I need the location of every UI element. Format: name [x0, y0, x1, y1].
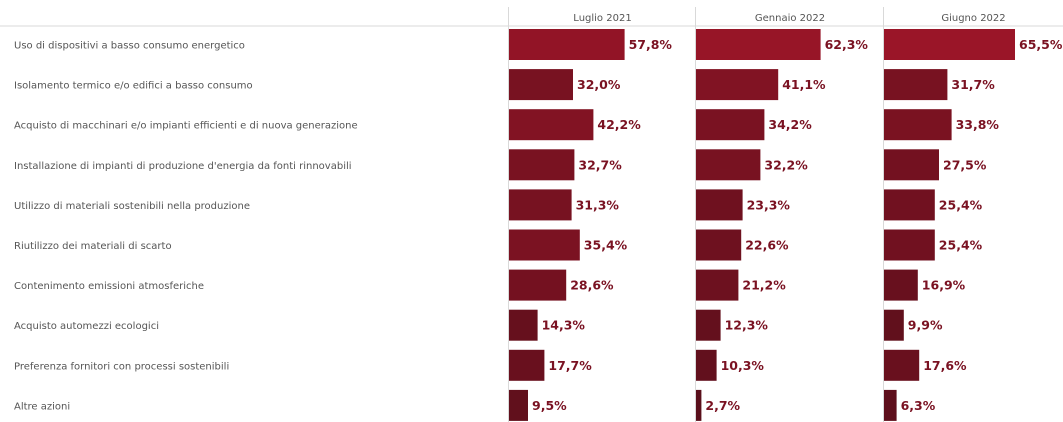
bar — [696, 349, 717, 381]
bar — [884, 309, 904, 341]
category-label: Isolamento termico e/o edifici a basso c… — [14, 81, 253, 92]
bar — [884, 69, 948, 101]
category-label: Riutilizzo dei materiali di scarto — [14, 241, 172, 252]
data-label: 33,8% — [956, 117, 1000, 132]
category-label: Utilizzo di materiali sostenibili nella … — [14, 201, 250, 212]
data-label: 6,3% — [901, 398, 936, 413]
data-label: 23,3% — [747, 197, 791, 212]
data-label: 41,1% — [782, 77, 826, 92]
data-label: 2,7% — [705, 398, 740, 413]
category-label: Preferenza fornitori con processi sosten… — [14, 361, 229, 372]
bar — [696, 109, 765, 141]
category-label: Uso di dispositivi a basso consumo energ… — [14, 41, 245, 52]
data-label: 17,7% — [548, 358, 592, 373]
data-label: 32,2% — [764, 157, 808, 172]
data-label: 14,3% — [542, 318, 586, 333]
bar — [884, 229, 935, 261]
data-label: 32,7% — [578, 157, 622, 172]
data-label: 35,4% — [584, 238, 628, 253]
bar — [696, 29, 821, 60]
category-label: Contenimento emissioni atmosferiche — [14, 281, 204, 292]
bar — [884, 269, 918, 301]
data-label: 17,6% — [923, 358, 967, 373]
data-label: 28,6% — [570, 278, 614, 293]
data-label: 31,3% — [576, 197, 620, 212]
data-label: 9,9% — [908, 318, 943, 333]
data-label: 22,6% — [745, 238, 789, 253]
bar — [509, 189, 572, 221]
bar — [509, 109, 594, 141]
bar — [696, 149, 761, 181]
bar — [884, 349, 920, 381]
data-label: 16,9% — [922, 278, 966, 293]
series-header-1: Luglio 2021 — [573, 13, 631, 24]
data-label: 27,5% — [943, 157, 987, 172]
data-label: 25,4% — [939, 238, 983, 253]
bar — [884, 29, 1015, 60]
bar — [696, 69, 779, 101]
data-label: 25,4% — [939, 197, 983, 212]
bar — [509, 389, 528, 421]
category-label: Acquisto di macchinari e/o impianti effi… — [14, 121, 358, 132]
data-label: 10,3% — [721, 358, 765, 373]
data-label: 21,2% — [742, 278, 786, 293]
bar — [509, 69, 573, 101]
data-label: 65,5% — [1019, 37, 1063, 52]
bar — [884, 149, 939, 181]
bar — [509, 149, 575, 181]
bar — [884, 109, 952, 141]
bar — [696, 389, 702, 421]
category-label: Installazione di impianti di produzione … — [14, 161, 352, 172]
bar — [696, 189, 743, 221]
bar — [884, 389, 897, 421]
bar — [509, 29, 625, 60]
bar — [696, 269, 739, 301]
category-label: Acquisto automezzi ecologici — [14, 321, 159, 332]
data-label: 12,3% — [725, 318, 769, 333]
series-header-2: Gennaio 2022 — [755, 13, 825, 24]
bar — [884, 189, 935, 221]
data-label: 9,5% — [532, 398, 567, 413]
bar — [509, 269, 567, 301]
data-label: 32,0% — [577, 77, 621, 92]
data-label: 42,2% — [597, 117, 641, 132]
bar — [509, 349, 545, 381]
bar — [509, 309, 538, 341]
bar — [696, 229, 742, 261]
category-label: Altre azioni — [14, 401, 70, 412]
data-label: 34,2% — [768, 117, 812, 132]
data-label: 57,8% — [629, 37, 673, 52]
series-header-3: Giugno 2022 — [941, 13, 1005, 24]
data-label: 31,7% — [951, 77, 995, 92]
bar — [696, 309, 721, 341]
bar — [509, 229, 580, 261]
data-label: 62,3% — [825, 37, 869, 52]
